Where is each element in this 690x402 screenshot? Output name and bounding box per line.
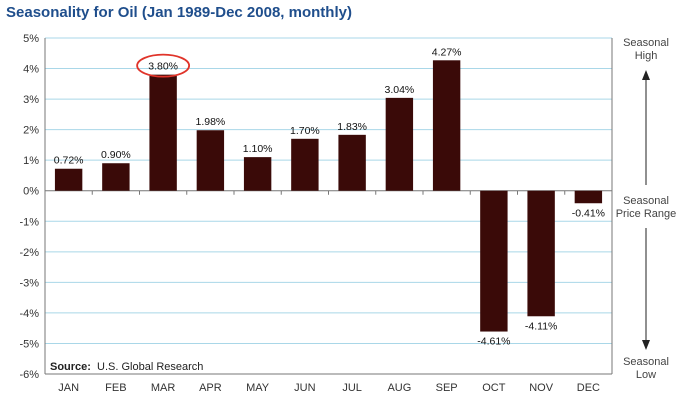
bar-feb bbox=[102, 163, 130, 191]
data-label: 4.27% bbox=[432, 46, 462, 58]
x-tick-label: JUL bbox=[342, 382, 362, 394]
data-label: 1.10% bbox=[243, 143, 273, 155]
x-axis-ticks: JAN FEB MAR APR MAY JUN JUL AUG SEP OCT NOV DEC bbox=[44, 190, 600, 394]
x-tick-label: JAN bbox=[58, 382, 79, 394]
y-tick-label: 1% bbox=[23, 155, 39, 167]
y-tick-label: 2% bbox=[23, 125, 39, 137]
y-tick-label: -3% bbox=[19, 277, 39, 289]
data-label: -4.11% bbox=[525, 320, 558, 332]
x-tick-label: NOV bbox=[529, 382, 554, 394]
x-tick-label: APR bbox=[199, 382, 222, 394]
seasonal-low-label-2: Low bbox=[636, 369, 656, 381]
x-tick-label: MAY bbox=[246, 382, 270, 394]
data-label: 1.98% bbox=[195, 116, 225, 128]
x-tick-label: JUN bbox=[294, 382, 315, 394]
x-tick-label: MAR bbox=[151, 382, 176, 394]
bar-sep bbox=[432, 60, 461, 191]
bar-mar bbox=[149, 74, 177, 191]
y-tick-label: -5% bbox=[19, 338, 39, 350]
y-tick-label: -4% bbox=[19, 308, 39, 320]
y-axis-ticks: 5% 4% 3% 2% 1% 0% -1% -2% -3% -4% -5% -6% bbox=[19, 33, 39, 381]
y-tick-label: -6% bbox=[19, 369, 39, 381]
bar-dec bbox=[574, 190, 603, 204]
data-label: 0.72% bbox=[54, 155, 84, 167]
grid-lines bbox=[44, 37, 613, 375]
y-tick-label: -1% bbox=[19, 216, 39, 228]
bar-jan bbox=[54, 168, 83, 191]
data-label: 0.90% bbox=[101, 149, 131, 161]
highlight-circle bbox=[136, 53, 191, 78]
bar-apr bbox=[196, 130, 225, 191]
source-note: Source: U.S. Global Research bbox=[50, 361, 203, 373]
bar-oct bbox=[480, 190, 508, 332]
bars bbox=[54, 60, 603, 332]
source-label: Source: bbox=[50, 361, 91, 373]
seasonal-high-label-1: Seasonal bbox=[623, 37, 669, 49]
bar-may bbox=[243, 157, 272, 191]
x-tick-label: FEB bbox=[105, 382, 126, 394]
data-label: -0.41% bbox=[572, 207, 605, 219]
x-tick-label: OCT bbox=[482, 382, 506, 394]
bar-jul bbox=[338, 134, 366, 191]
seasonal-range-arrow bbox=[642, 70, 650, 350]
data-label: 1.83% bbox=[337, 121, 367, 133]
x-tick-label: DEC bbox=[577, 382, 600, 394]
source-text: U.S. Global Research bbox=[97, 361, 203, 373]
seasonal-high-label-2: High bbox=[635, 50, 658, 62]
bar-nov bbox=[527, 190, 555, 317]
data-label: 3.80% bbox=[148, 61, 178, 73]
data-label: 1.70% bbox=[290, 125, 320, 137]
y-tick-label: 5% bbox=[23, 33, 39, 45]
seasonal-range-label-2: Price Range bbox=[616, 208, 677, 220]
x-tick-label: SEP bbox=[436, 382, 458, 394]
y-tick-label: 0% bbox=[23, 186, 39, 198]
y-tick-label: 4% bbox=[23, 64, 39, 76]
y-tick-label: 3% bbox=[23, 94, 39, 106]
y-tick-label: -2% bbox=[19, 247, 39, 259]
bar-jun bbox=[291, 138, 319, 191]
bar-aug bbox=[385, 97, 414, 191]
data-labels: 0.72% 0.90% 3.80% 1.98% 1.10% 1.70% 1.83% 3.04%… bbox=[54, 46, 605, 347]
x-tick-label: AUG bbox=[387, 382, 411, 394]
seasonal-low-label-1: Seasonal bbox=[623, 356, 669, 368]
chart-title: Seasonality for Oil (Jan 1989-Dec 2008, … bbox=[6, 4, 352, 21]
data-label: 3.04% bbox=[384, 84, 414, 96]
seasonal-range-label-1: Seasonal bbox=[623, 195, 669, 207]
data-label: -4.61% bbox=[477, 336, 510, 348]
